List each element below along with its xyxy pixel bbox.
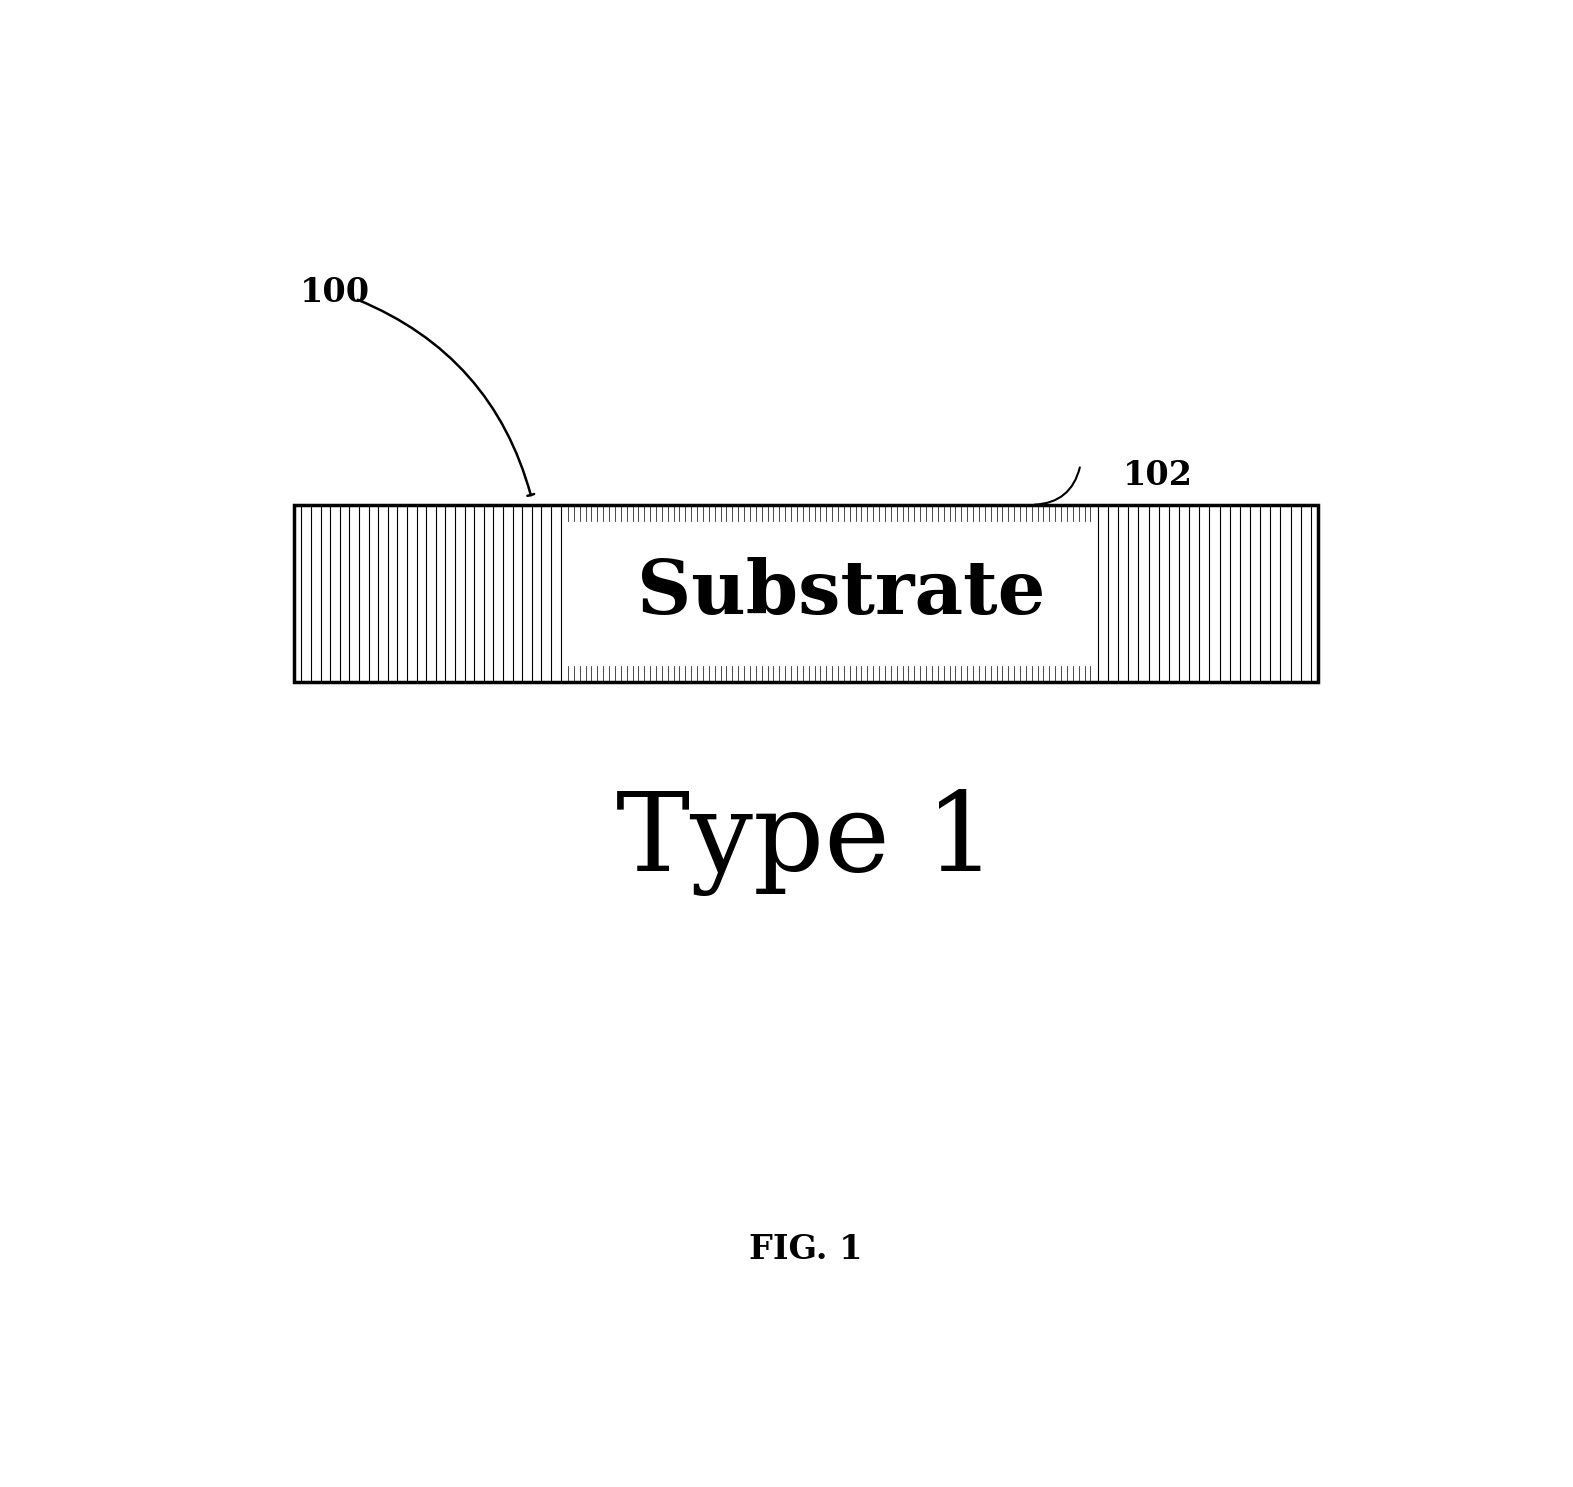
Text: 100: 100 xyxy=(300,275,370,309)
Text: 102: 102 xyxy=(1123,459,1194,492)
Text: Substrate: Substrate xyxy=(637,558,1046,630)
Text: FIG. 1: FIG. 1 xyxy=(749,1233,864,1265)
Bar xyxy=(294,504,1318,683)
Text: Type 1: Type 1 xyxy=(617,790,996,897)
